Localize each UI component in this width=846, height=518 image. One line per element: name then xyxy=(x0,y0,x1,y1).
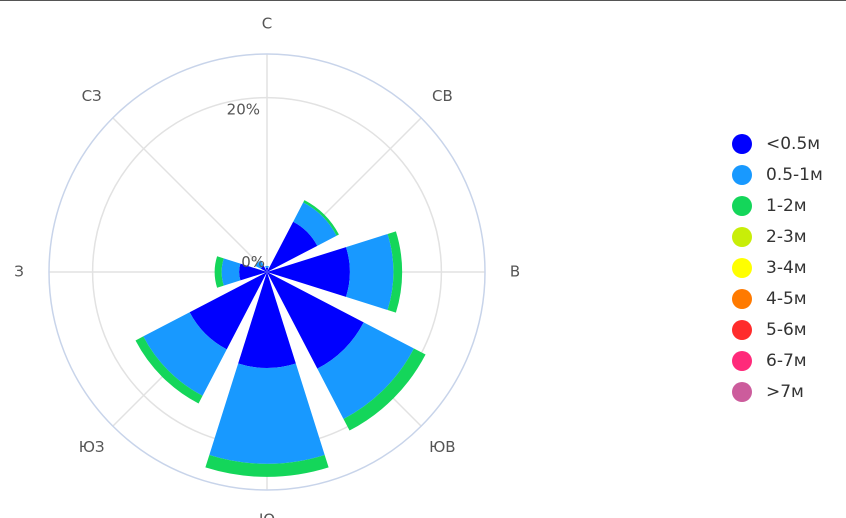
legend-item[interactable]: 5-6м xyxy=(732,314,823,345)
legend-swatch xyxy=(732,164,752,185)
bar-segment xyxy=(238,272,296,368)
bar-segment xyxy=(267,272,364,369)
legend-item[interactable]: 0.5-1м xyxy=(732,159,823,190)
direction-label: Ю xyxy=(259,511,275,518)
legend-item[interactable]: 3-4м xyxy=(732,252,823,283)
legend-item[interactable]: 1-2м xyxy=(732,190,823,221)
legend: <0.5м 0.5-1м 1-2м 2-3м 3-4м 4-5м 5-6м 6-7м >7м xyxy=(732,128,823,407)
legend-label: 0.5-1м xyxy=(766,164,823,185)
legend-label: 2-3м xyxy=(766,226,807,247)
bar-segment xyxy=(255,260,264,269)
top-border-line xyxy=(0,0,846,1)
direction-label: ЮВ xyxy=(429,438,455,456)
legend-label: 5-6м xyxy=(766,319,807,340)
bar-segment xyxy=(343,348,426,431)
bar-segment xyxy=(293,202,337,246)
bar-segment xyxy=(265,267,269,272)
direction-label: С xyxy=(262,15,272,33)
legend-swatch xyxy=(732,195,752,216)
grid-spoke xyxy=(112,117,268,273)
legend-swatch xyxy=(732,133,752,154)
direction-label: В xyxy=(510,263,520,281)
legend-label: >7м xyxy=(766,381,804,402)
bar-segment xyxy=(387,231,403,313)
bar-segment xyxy=(135,336,203,404)
legend-swatch xyxy=(732,381,752,402)
series-0-bars xyxy=(189,221,364,369)
bar-segment xyxy=(265,265,269,268)
bar-segment xyxy=(346,233,394,311)
bar-segment xyxy=(214,256,224,288)
legend-swatch xyxy=(732,226,752,247)
bar-segment xyxy=(205,454,329,477)
bar-segment xyxy=(303,200,339,236)
bar-segment xyxy=(209,363,325,464)
wind-rose-bars xyxy=(135,200,426,477)
legend-swatch xyxy=(732,288,752,309)
legend-label: 3-4м xyxy=(766,257,807,278)
bar-segment xyxy=(267,221,318,272)
direction-label: З xyxy=(14,263,24,281)
legend-item[interactable]: 2-3м xyxy=(732,221,823,252)
bar-segment xyxy=(267,247,350,297)
legend-item[interactable]: 6-7м xyxy=(732,345,823,376)
legend-label: 1-2м xyxy=(766,195,807,216)
bar-segment xyxy=(260,265,267,272)
legend-item[interactable]: >7м xyxy=(732,376,823,407)
direction-label: СВ xyxy=(432,87,453,105)
legend-swatch xyxy=(732,257,752,278)
legend-label: <0.5м xyxy=(766,133,821,154)
radial-tick-20: 20% xyxy=(227,101,260,119)
direction-label: СЗ xyxy=(82,87,102,105)
polar-labels: С СВ В ЮВ Ю ЮЗ З СЗ 0% 20% xyxy=(14,15,520,518)
legend-item[interactable]: 4-5м xyxy=(732,283,823,314)
bar-segment xyxy=(317,322,414,419)
bar-segment xyxy=(239,263,267,281)
bar-segment xyxy=(143,312,227,396)
bar-segment xyxy=(189,272,267,350)
bar-segment xyxy=(221,258,241,286)
legend-swatch xyxy=(732,350,752,371)
series-1-bars xyxy=(143,202,414,464)
legend-swatch xyxy=(732,319,752,340)
legend-item[interactable]: <0.5м xyxy=(732,128,823,159)
series-2-bars xyxy=(135,200,426,477)
radial-tick-0: 0% xyxy=(241,253,265,271)
direction-label: ЮЗ xyxy=(79,438,105,456)
legend-label: 6-7м xyxy=(766,350,807,371)
legend-label: 4-5м xyxy=(766,288,807,309)
outer-ring xyxy=(48,53,486,491)
